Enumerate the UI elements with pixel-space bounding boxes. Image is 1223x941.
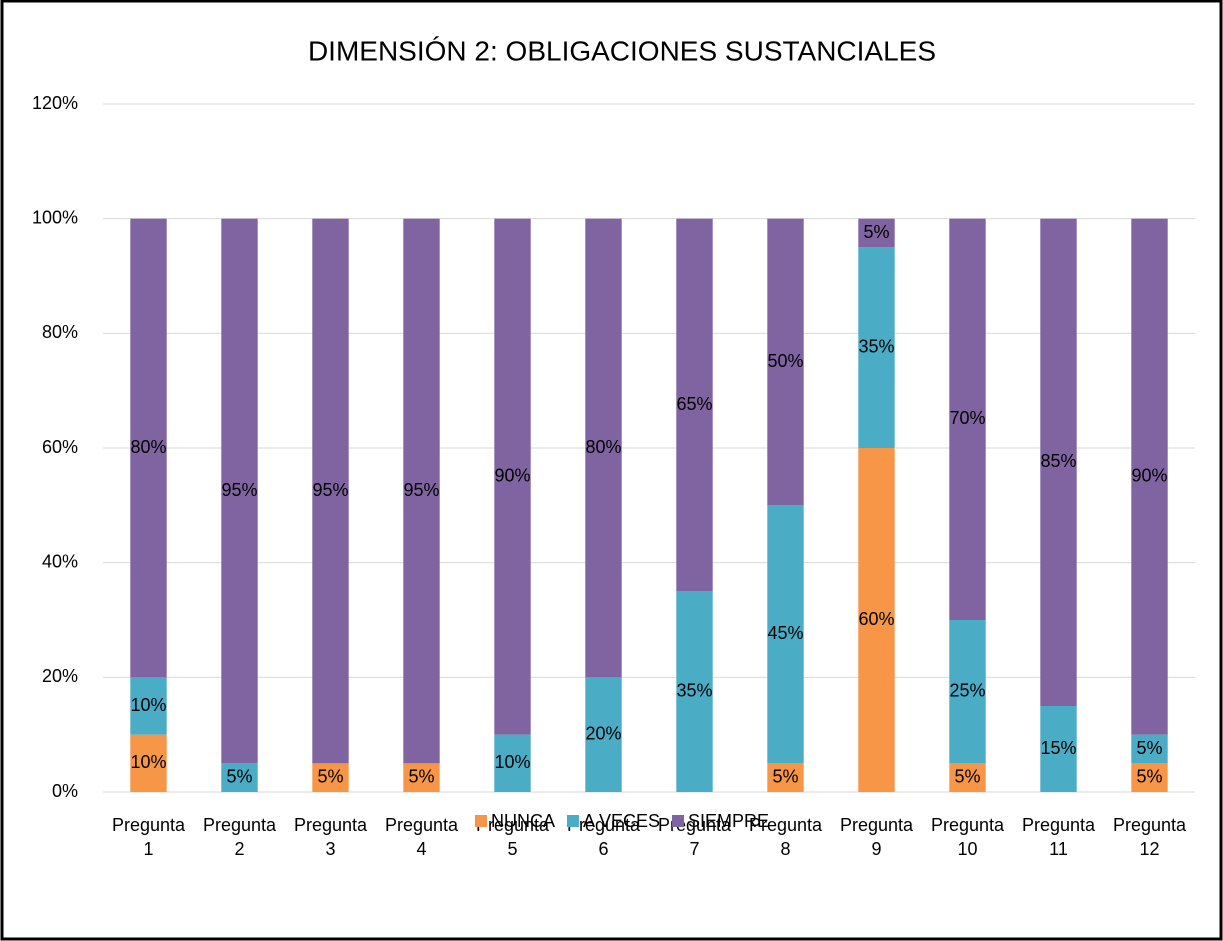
data-label: 5%: [317, 766, 343, 786]
bar-segment: [130, 218, 167, 678]
y-tick-label: 0%: [52, 781, 78, 801]
bar-segment: [130, 677, 167, 735]
y-tick-label: 100%: [32, 207, 78, 227]
data-label: 10%: [494, 752, 530, 772]
bar-segment: [858, 448, 895, 792]
data-label: 45%: [767, 623, 803, 643]
bar-segment: [1131, 763, 1168, 792]
legend-swatch: [672, 815, 685, 827]
bar-segment: [221, 218, 258, 764]
data-label: 10%: [130, 695, 166, 715]
y-tick-label: 120%: [32, 93, 78, 113]
bar-segment: [130, 734, 167, 792]
bar-segment: [767, 218, 804, 506]
bar-segment: [403, 218, 440, 764]
data-label: 5%: [408, 766, 434, 786]
y-tick-label: 20%: [42, 666, 78, 686]
data-label: 95%: [312, 480, 348, 500]
x-tick-label: Pregunta 9: [840, 815, 914, 859]
bar-segment: [1131, 218, 1168, 735]
data-label: 25%: [949, 680, 985, 700]
chart-title: DIMENSIÓN 2: OBLIGACIONES SUSTANCIALES: [308, 35, 936, 66]
legend-swatch: [566, 815, 579, 827]
x-tick-label: Pregunta 4: [385, 815, 459, 859]
bar-segment: [221, 763, 258, 792]
legend-label: SIEMPRE: [688, 811, 769, 831]
bar-segment: [858, 218, 895, 248]
bar-segment: [312, 218, 349, 764]
data-label: 5%: [226, 766, 252, 786]
data-label: 80%: [585, 437, 621, 457]
x-tick-label: Pregunta 8: [749, 815, 823, 859]
data-label: 65%: [676, 394, 712, 414]
bar-segment: [494, 734, 531, 792]
bar-segment: [1040, 218, 1077, 706]
x-tick-label: Pregunta 1: [112, 815, 186, 859]
bar-segment: [858, 247, 895, 448]
bar-segment: [494, 218, 531, 735]
x-tick-label: Pregunta 5: [476, 815, 550, 859]
x-tick-label: Pregunta 12: [1113, 815, 1187, 859]
bar-segment: [585, 218, 622, 678]
legend-label: NUNCA: [491, 811, 555, 831]
data-label: 85%: [1040, 451, 1076, 471]
data-label: 5%: [1136, 738, 1162, 758]
bar-segment: [949, 620, 986, 764]
data-label: 90%: [1131, 465, 1167, 485]
x-tick-label: Pregunta 11: [1022, 815, 1096, 859]
data-label: 5%: [863, 222, 889, 242]
bar-segment: [312, 763, 349, 792]
data-label: 50%: [767, 351, 803, 371]
bar-segment: [949, 763, 986, 792]
bar-segment: [767, 763, 804, 792]
y-tick-label: 80%: [42, 322, 78, 342]
data-label: 15%: [1040, 738, 1076, 758]
bar-segment: [1040, 706, 1077, 792]
data-label: 5%: [1136, 766, 1162, 786]
bar-segment: [767, 505, 804, 764]
bar-segment: [1131, 734, 1168, 764]
data-label: 70%: [949, 408, 985, 428]
data-label: 5%: [772, 766, 798, 786]
legend-swatch: [474, 815, 487, 827]
bar-segment: [676, 218, 713, 592]
x-tick-label: Pregunta 3: [294, 815, 368, 859]
y-tick-label: 60%: [42, 437, 78, 457]
data-label: 80%: [130, 437, 166, 457]
x-tick-label: Pregunta 2: [203, 815, 277, 859]
legend-label: A VECES: [583, 811, 660, 831]
data-label: 90%: [494, 465, 530, 485]
data-label: 20%: [585, 723, 621, 743]
data-label: 95%: [403, 480, 439, 500]
data-label: 10%: [130, 752, 166, 772]
data-label: 60%: [858, 609, 894, 629]
y-tick-label: 40%: [42, 551, 78, 571]
data-label: 35%: [676, 680, 712, 700]
bar-segment: [403, 763, 440, 792]
data-label: 35%: [858, 336, 894, 356]
data-label: 5%: [954, 766, 980, 786]
bar-segment: [949, 218, 986, 620]
data-label: 95%: [221, 480, 257, 500]
bar-segment: [585, 677, 622, 792]
bar-segment: [676, 591, 713, 792]
x-tick-label: Pregunta 10: [931, 815, 1005, 859]
x-tick-label: Pregunta 6: [567, 815, 641, 859]
